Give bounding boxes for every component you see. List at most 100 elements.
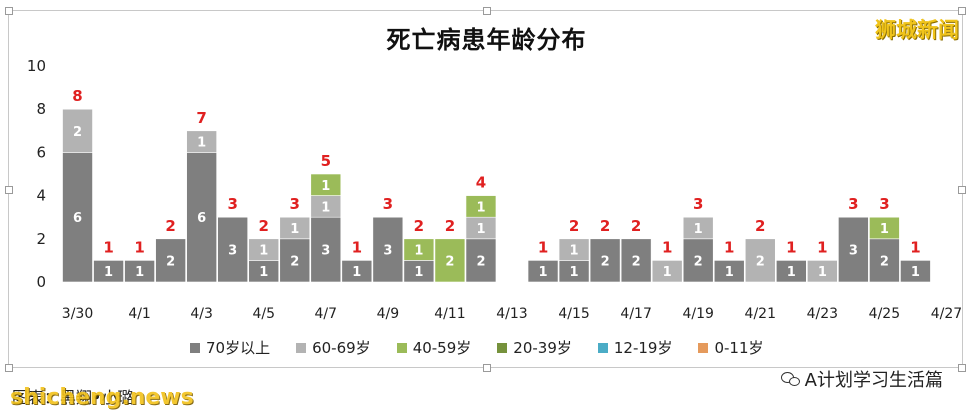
bar-segment (807, 260, 838, 283)
resize-handle-bottom[interactable] (483, 364, 491, 372)
total-label: 3 (290, 195, 300, 213)
x-tick-label: 4/5 (252, 306, 275, 322)
total-label: 7 (196, 109, 206, 127)
chart-frame (8, 10, 963, 368)
legend-swatch (698, 342, 709, 353)
legend-swatch (497, 342, 508, 353)
total-label: 3 (383, 195, 393, 213)
legend-item: 20-39岁 (497, 337, 572, 358)
legend-swatch (396, 342, 407, 353)
total-label: 3 (227, 195, 237, 213)
wechat-credit: A计划学习生活篇 (780, 366, 943, 392)
wechat-icon (780, 371, 801, 387)
total-label: 3 (848, 195, 858, 213)
segment-value-label: 2 (290, 254, 299, 269)
bar-segment (279, 216, 311, 240)
x-tick-label: 4/3 (190, 306, 213, 322)
total-label: 3 (879, 195, 889, 213)
legend-item: 40-59岁 (396, 337, 471, 358)
segment-value-label: 6 (197, 211, 206, 226)
total-label: 2 (165, 217, 175, 235)
segment-value-label: 1 (663, 265, 672, 280)
x-tick-label: 4/17 (620, 306, 651, 322)
segment-value-label: 1 (414, 265, 423, 280)
bar-segment (310, 173, 342, 196)
segment-value-label: 1 (321, 200, 330, 215)
total-label: 5 (321, 152, 331, 170)
x-tick-label: 4/1 (128, 306, 151, 322)
segment-value-label: 1 (694, 222, 703, 237)
segment-value-label: 1 (135, 265, 144, 280)
segment-value-label: 1 (539, 265, 548, 280)
resize-handle-bottom-right[interactable] (958, 364, 966, 372)
segment-value-label: 1 (414, 244, 423, 259)
y-tick-label: 6 (36, 143, 46, 161)
total-label: 2 (445, 217, 455, 235)
segment-value-label: 3 (321, 244, 330, 259)
legend-swatch (296, 342, 307, 353)
segment-value-label: 3 (228, 244, 237, 259)
x-tick-label: 4/23 (807, 306, 838, 322)
legend-label: 70岁以上 (206, 339, 271, 357)
brand-logo: 狮城新闻 (875, 18, 959, 42)
x-tick-label: 4/9 (377, 306, 400, 322)
segment-value-label: 2 (694, 254, 703, 269)
resize-handle-top[interactable] (483, 7, 491, 15)
total-label: 1 (786, 238, 796, 256)
total-label: 2 (414, 217, 424, 235)
resize-handle-left[interactable] (5, 186, 13, 194)
legend-item: 60-69岁 (296, 337, 371, 358)
segment-value-label: 3 (849, 244, 858, 259)
total-label: 2 (600, 217, 610, 235)
bar-segment (651, 260, 683, 283)
total-label: 2 (755, 217, 765, 235)
y-tick-label: 10 (27, 57, 46, 75)
segment-value-label: 1 (476, 222, 485, 237)
y-tick-label: 4 (36, 187, 46, 205)
bar-segment (900, 260, 931, 283)
resize-handle-bottom-left[interactable] (5, 364, 13, 372)
bar-segment (869, 238, 900, 283)
segment-value-label: 2 (73, 125, 82, 140)
resize-handle-right[interactable] (958, 186, 966, 194)
source-watermark: shicheng.news (10, 385, 194, 410)
segment-value-label: 1 (570, 265, 579, 280)
total-label: 1 (910, 238, 920, 256)
legend-label: 0-11岁 (714, 339, 764, 357)
bar-segment (744, 238, 776, 283)
bar-segment (403, 238, 435, 261)
bar-segment (558, 238, 590, 261)
total-label: 2 (259, 217, 269, 235)
total-label: 1 (817, 238, 827, 256)
resize-handle-top-right[interactable] (958, 7, 966, 15)
resize-handle-top-left[interactable] (5, 7, 13, 15)
x-tick-label: 4/21 (745, 306, 776, 322)
x-tick-label: 4/25 (869, 306, 900, 322)
segment-value-label: 1 (259, 265, 268, 280)
segment-value-label: 6 (73, 211, 82, 226)
bar-segment (124, 260, 155, 283)
bar-segment (527, 260, 559, 283)
source-credit: 图表：黑翔•小璐 (12, 388, 134, 407)
total-label: 1 (724, 238, 734, 256)
bar-segment (465, 195, 497, 218)
segment-value-label: 2 (880, 254, 889, 269)
legend-label: 12-19岁 (613, 339, 673, 357)
bar-segment (869, 216, 900, 240)
segment-value-label: 1 (725, 265, 734, 280)
legend-item: 12-19岁 (597, 337, 673, 358)
segment-value-label: 1 (352, 265, 361, 280)
bar-segment (217, 216, 248, 283)
chart-legend: 70岁以上 60-69岁 40-59岁 20-39岁 12-19岁 0-11岁 (190, 337, 764, 358)
total-label: 2 (631, 217, 641, 235)
bar-segment (279, 238, 311, 283)
legend-swatch (190, 342, 200, 353)
segment-value-label: 2 (756, 254, 765, 269)
x-tick-label: 4/11 (434, 306, 465, 322)
legend-item: 70岁以上 (190, 337, 270, 358)
bar-segment (682, 238, 714, 283)
y-tick-label: 0 (36, 273, 46, 291)
total-label: 2 (569, 217, 579, 235)
legend-swatch (597, 342, 608, 353)
